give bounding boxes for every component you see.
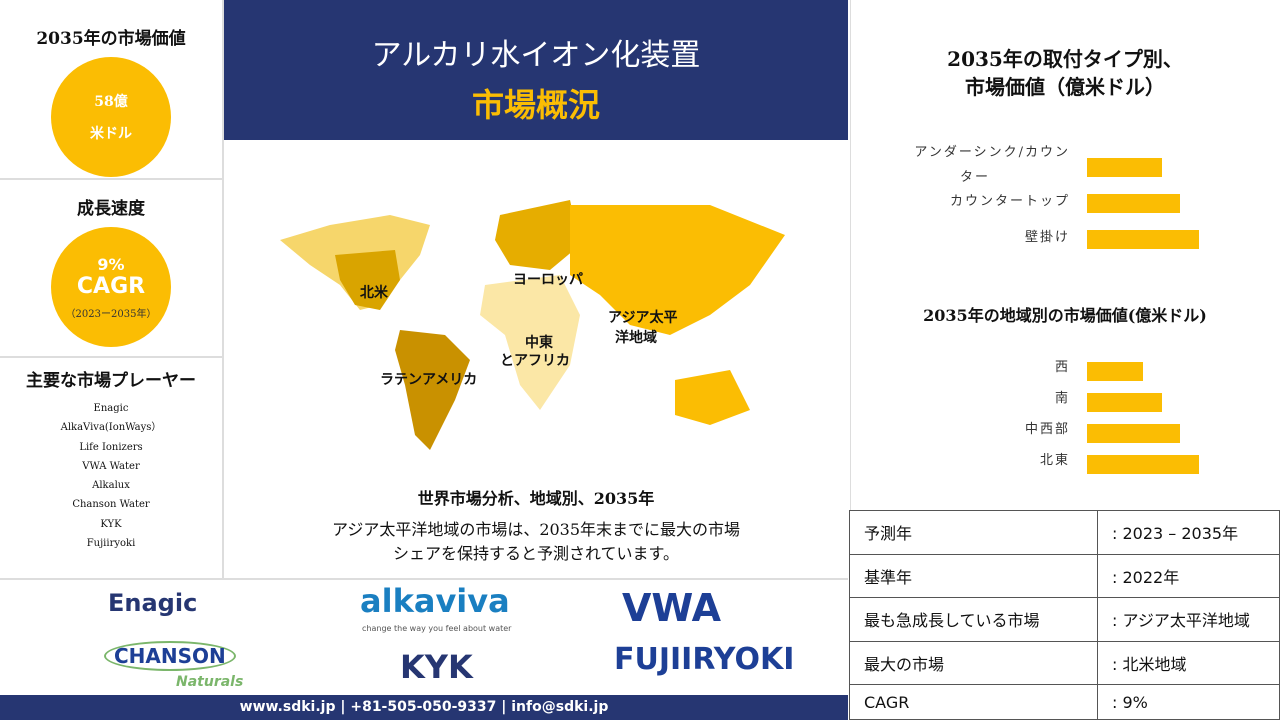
growth-cagr: CAGR xyxy=(76,273,146,299)
bar-1-1 xyxy=(1087,393,1162,412)
growth-circle: 9% CAGR （2023ー2035年） xyxy=(51,227,171,347)
market-value-circle: 58億 米ドル xyxy=(51,57,171,177)
region-label-mea: 中東 xyxy=(525,335,553,351)
market-value-unit: 米ドル xyxy=(90,126,132,142)
player-item: Enagic xyxy=(93,403,129,414)
fujiiryoki-logo: FUJIIRYOKI xyxy=(614,642,795,677)
map-north-america xyxy=(335,250,400,310)
map-europe xyxy=(495,200,580,270)
chart2-label: 北東 xyxy=(1039,453,1070,468)
growth-pct: 9% xyxy=(97,254,125,274)
chart1-label: 壁掛け xyxy=(1024,230,1070,245)
table-cell: : 9% xyxy=(1097,684,1280,720)
growth-title: 成長速度 xyxy=(77,199,145,219)
market-value: 58億 xyxy=(94,94,128,110)
chart2-label: 西 xyxy=(1054,360,1070,375)
bar-1-3 xyxy=(1087,455,1199,474)
player-item: Fujiiryoki xyxy=(86,538,136,550)
table-row: 最大の市場: 北米地域 xyxy=(849,640,1280,686)
table-row: 予測年: 2023 – 2035年 xyxy=(849,510,1280,555)
table-cell: 基準年 xyxy=(849,553,1098,599)
divider xyxy=(850,0,851,510)
bar-0-0 xyxy=(1087,158,1162,177)
map-caption: アジア太平洋地域の市場は、2035年末までに最大の市場 シェアを保持すると予測さ… xyxy=(224,518,848,566)
table-cell: CAGR xyxy=(849,684,1098,720)
table-cell: : アジア太平洋地域 xyxy=(1097,597,1280,642)
chart1-title: 2035年の取付タイプ別、 市場価値（億米ドル） xyxy=(850,45,1280,101)
player-item: KYK xyxy=(100,518,122,530)
chart1-label: アンダーシンク/カウン xyxy=(914,145,1070,160)
enagic-logo: Enagic xyxy=(108,589,198,617)
map-caption-title: 世界市場分析、地域別、2035年 xyxy=(417,489,655,508)
chart1-title-line2: 市場価値（億米ドル） xyxy=(965,75,1165,99)
region-label-north-america: 北米 xyxy=(360,285,388,301)
chart1-label: カウンタートップ xyxy=(949,194,1070,209)
region-label-mea-2: とアフリカ xyxy=(500,353,570,369)
bar-1-0 xyxy=(1087,362,1143,381)
info-table: 予測年: 2023 – 2035年 基準年: 2022年 最も急成長している市場… xyxy=(849,510,1280,720)
chart2-label: 南 xyxy=(1054,391,1070,406)
map-latin-america xyxy=(395,330,470,450)
region-label-latin-america: ラテンアメリカ xyxy=(380,372,478,388)
market-value-title: 2035年の市場価値 xyxy=(36,29,186,49)
chart2-label: 中西部 xyxy=(1024,422,1070,437)
header-banner: アルカリ水イオン化装置 市場概況 xyxy=(224,0,848,140)
player-item: VWA Water xyxy=(82,460,140,472)
table-cell: : 2023 – 2035年 xyxy=(1097,510,1280,555)
chanson-naturals: Naturals xyxy=(176,674,244,690)
player-item: AlkaViva(IonWays） xyxy=(60,422,162,434)
table-row: 基準年: 2022年 xyxy=(849,553,1280,599)
players-title: 主要な市場プレーヤー xyxy=(26,371,196,391)
table-row: CAGR: 9% xyxy=(849,684,1280,720)
map-africa xyxy=(480,275,580,410)
table-cell: 最大の市場 xyxy=(849,640,1098,686)
player-item: Chanson Water xyxy=(72,499,150,511)
region-label-asia-pacific: アジア太平 xyxy=(608,310,678,326)
growth-period: （2023ー2035年） xyxy=(65,308,157,320)
map-caption-line2: シェアを保持すると予測されています。 xyxy=(393,544,679,563)
alkaviva-tagline: change the way you feel about water xyxy=(362,624,512,633)
chart1-title-line1: 2035年の取付タイプ別、 xyxy=(947,47,1183,71)
left-panel: 2035年の市場価値 58億 米ドル 成長速度 9% CAGR （2023ー20… xyxy=(0,0,224,578)
bar-1-2 xyxy=(1087,424,1181,443)
chart2-title: 2035年の地域別の市場価値(億米ドル) xyxy=(923,306,1207,325)
table-cell: : 2022年 xyxy=(1097,553,1280,599)
map-asia-pacific xyxy=(570,205,785,335)
table-row: 最も急成長している市場: アジア太平洋地域 xyxy=(849,597,1280,642)
world-map xyxy=(280,200,785,450)
page-title: アルカリ水イオン化装置 xyxy=(371,38,701,73)
bar-0-2 xyxy=(1087,230,1199,249)
alkaviva-logo: alkaviva xyxy=(360,582,510,620)
region-label-europe: ヨーロッパ xyxy=(513,272,583,288)
table-cell: : 北米地域 xyxy=(1097,640,1280,686)
page-subtitle: 市場概況 xyxy=(471,86,600,124)
players-section: 主要な市場プレーヤー Enagic AlkaViva(IonWays） Life… xyxy=(0,358,222,578)
growth-section: 成長速度 9% CAGR （2023ー2035年） xyxy=(0,180,222,358)
player-item: Life Ionizers xyxy=(79,441,143,453)
vwa-logo: VWA xyxy=(622,586,722,630)
table-cell: 最も急成長している市場 xyxy=(849,597,1098,642)
chanson-logo: CHANSON xyxy=(104,641,236,671)
market-value-section: 2035年の市場価値 58億 米ドル xyxy=(0,0,222,180)
kyk-logo: KYK xyxy=(400,648,473,686)
table-cell: 予測年 xyxy=(849,510,1098,555)
region-label-asia-pacific-2: 洋地域 xyxy=(615,330,657,346)
map-australia xyxy=(675,370,750,425)
map-caption-line1: アジア太平洋地域の市場は、2035年末までに最大の市場 xyxy=(331,520,741,539)
divider xyxy=(0,578,848,580)
player-item: Alkalux xyxy=(92,480,130,492)
footer-contact: www.sdki.jp | +81-505-050-9337 | info@sd… xyxy=(0,695,848,720)
bar-0-1 xyxy=(1087,194,1181,213)
chart1-label: ター xyxy=(959,170,990,185)
